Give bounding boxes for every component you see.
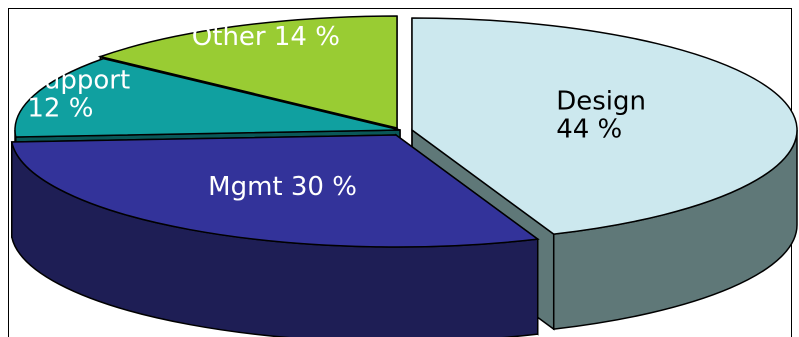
slice-top-design [411, 17, 798, 235]
slice-label-support: Support 12 % [27, 66, 130, 124]
slice-label-line1: Mgmt 30 % [208, 172, 357, 202]
slice-label-line2: 12 % [27, 94, 93, 124]
slice-top-mgmt [10, 134, 540, 248]
slice-label-line1: Design [556, 87, 646, 117]
slice-label-design: Design 44 % [556, 87, 646, 145]
slice-top-support [14, 57, 401, 138]
slice-label-mgmt: Mgmt 30 % [208, 172, 357, 202]
slice-label-line1: Support [27, 66, 130, 96]
slice-top-other [97, 15, 398, 129]
slice-label-line2: 44 % [556, 115, 622, 145]
slice-label-line1: Other 14 % [192, 22, 340, 52]
slice-mgmt [10, 133, 540, 337]
slice-label-other: Other 14 % [192, 22, 340, 52]
